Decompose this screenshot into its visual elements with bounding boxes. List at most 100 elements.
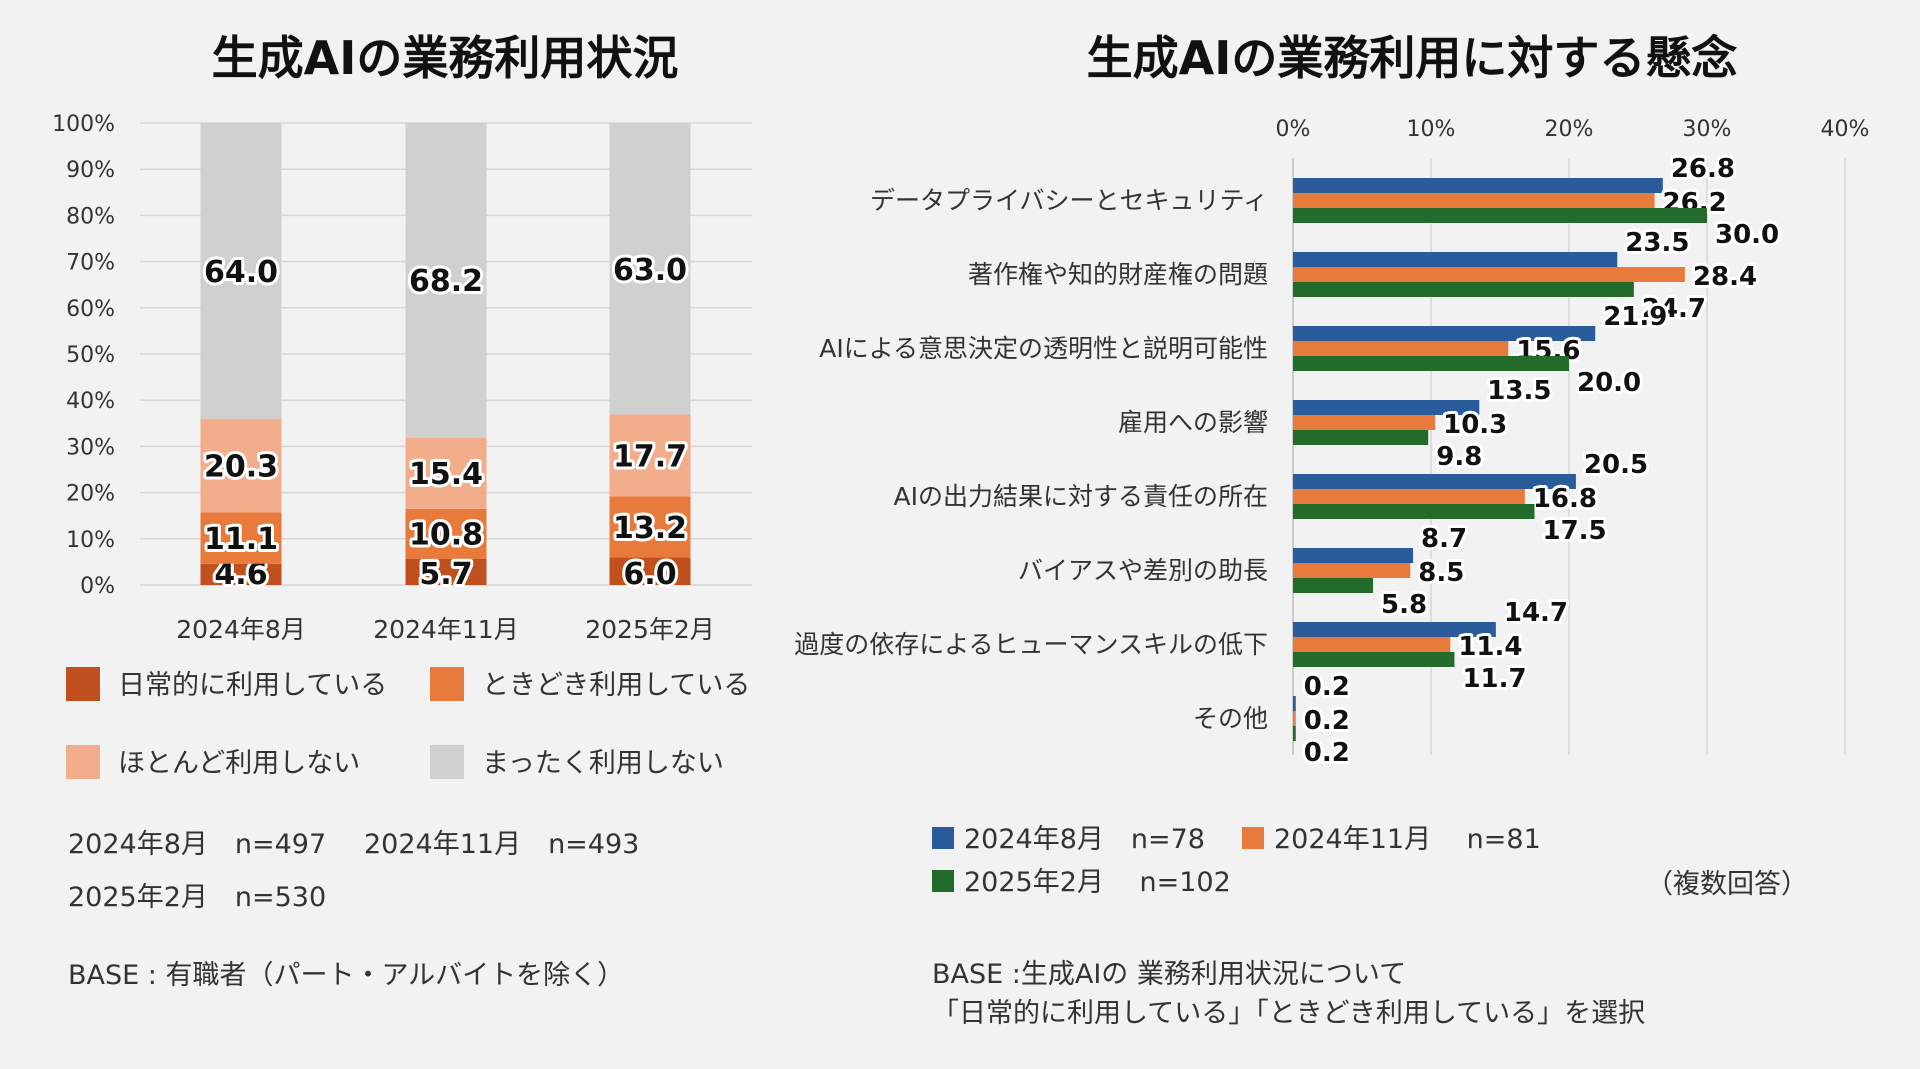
sample-size-note: 2025年2月 n=530 xyxy=(68,882,326,913)
bar xyxy=(1293,726,1296,741)
y-tick-label: 10% xyxy=(66,528,115,553)
stacked-bar-segment xyxy=(609,123,691,415)
legend-label: まったく利用しない xyxy=(482,748,724,779)
data-label: 20.0 xyxy=(1577,368,1641,398)
data-label: 13.5 xyxy=(1487,376,1551,406)
data-label: 20.5 xyxy=(1584,450,1648,480)
data-label: 64.0 xyxy=(204,255,278,290)
x-tick-label: 10% xyxy=(1407,117,1456,142)
legend-swatch xyxy=(66,745,100,779)
stacked-bar-segment xyxy=(405,558,487,585)
bar xyxy=(1293,637,1451,652)
bar xyxy=(1293,341,1509,356)
data-label: 13.2 xyxy=(613,511,687,546)
data-label: 11.4 xyxy=(1458,632,1522,662)
y-tick-label: 20% xyxy=(66,482,115,507)
data-label: 15.4 xyxy=(409,457,483,492)
data-label: 28.4 xyxy=(1693,262,1757,292)
legend-label: 2025年2月 n=102 xyxy=(964,867,1231,898)
x-category-label: 2024年11月 xyxy=(373,615,518,644)
data-label: 0.2 xyxy=(1304,672,1350,702)
bar xyxy=(1293,563,1411,578)
legend-label: 2024年11月 n=81 xyxy=(1274,824,1541,855)
base-note: BASE : 有職者（パート・アルバイトを除く） xyxy=(68,960,624,991)
chart-title-concerns: 生成AIの業務利用に対する懸念 xyxy=(1087,31,1738,85)
data-label: 23.5 xyxy=(1625,228,1689,258)
legend-label: ときどき利用している xyxy=(482,670,750,701)
data-label: 68.2 xyxy=(409,264,483,299)
y-category-label: 過度の依存によるヒューマンスキルの低下 xyxy=(794,630,1268,659)
legend-swatch xyxy=(1242,827,1264,849)
x-category-label: 2024年8月 xyxy=(176,615,306,644)
stacked-bar-segment xyxy=(200,123,282,419)
base-note: 「日常的に利用している」「ときどき利用している」を選択 xyxy=(932,998,1645,1029)
bar xyxy=(1293,474,1576,489)
data-label: 11.1 xyxy=(204,522,278,557)
horizontal-bar-chart: 0% 10% 20% 30% 40%データプライバシーとセキュリティ26.826.230… xyxy=(794,117,1869,1029)
bar xyxy=(1293,326,1596,341)
bar xyxy=(1293,711,1296,726)
data-label: 30.0 xyxy=(1715,220,1779,250)
bar xyxy=(1293,504,1535,519)
data-label: 9.8 xyxy=(1436,442,1482,472)
data-label: 6.0 xyxy=(623,557,676,592)
bar xyxy=(1293,696,1296,711)
y-category-label: AIの出力結果に対する責任の所在 xyxy=(894,482,1268,511)
bar xyxy=(1293,400,1480,415)
stacked-bar-segment xyxy=(405,437,487,509)
stacked-bar-segment xyxy=(200,418,282,513)
data-label: 5.7 xyxy=(419,557,472,592)
sample-size-note: 2024年11月 n=493 xyxy=(364,829,639,860)
y-tick-label: 80% xyxy=(66,204,115,229)
data-label: 24.7 xyxy=(1642,294,1706,324)
stacked-bar-segment xyxy=(405,508,487,559)
bar xyxy=(1293,267,1685,282)
data-label: 17.5 xyxy=(1543,516,1607,546)
y-tick-label: 90% xyxy=(66,158,115,183)
stacked-bar-segment xyxy=(405,122,487,438)
bar xyxy=(1293,489,1525,504)
bar xyxy=(1293,178,1663,193)
data-label: 10.8 xyxy=(409,518,483,553)
legend-label: ほとんど利用しない xyxy=(118,748,360,779)
data-label: 16.8 xyxy=(1533,484,1597,514)
data-label: 63.0 xyxy=(613,253,687,288)
multiple-answer-note: （複数回答） xyxy=(1646,869,1808,900)
data-label: 26.8 xyxy=(1671,154,1735,184)
legend-swatch xyxy=(932,870,954,892)
x-tick-label: 30% xyxy=(1683,117,1732,142)
bar xyxy=(1293,193,1655,208)
legend-label: 2024年8月 n=78 xyxy=(964,824,1205,855)
bar xyxy=(1293,548,1414,563)
y-category-label: 雇用への影響 xyxy=(1118,408,1268,437)
x-tick-label: 40% xyxy=(1821,117,1870,142)
bar xyxy=(1293,252,1618,267)
bar xyxy=(1293,578,1374,593)
stacked-bar-segment xyxy=(609,557,691,585)
y-tick-label: 0% xyxy=(80,574,115,599)
y-category-label: バイアスや差別の助長 xyxy=(1018,556,1268,585)
legend-swatch xyxy=(66,667,100,701)
data-label: 8.5 xyxy=(1418,558,1464,588)
stacked-bar-chart: 0%10%20%30%40%50%60%70%80%90%100%4.611.1… xyxy=(52,112,752,991)
stacked-bar-segment xyxy=(200,512,282,564)
chart-title-usage: 生成AIの業務利用状況 xyxy=(212,31,679,85)
data-label: 0.2 xyxy=(1304,738,1350,768)
y-tick-label: 100% xyxy=(52,112,115,137)
legend-label: 日常的に利用している xyxy=(118,670,387,701)
stacked-bar-segment xyxy=(200,563,282,585)
bar xyxy=(1293,652,1455,667)
bar xyxy=(1293,415,1436,430)
y-tick-label: 50% xyxy=(66,343,115,368)
y-category-label: データプライバシーとセキュリティ xyxy=(870,186,1268,215)
data-label: 8.7 xyxy=(1421,524,1467,554)
data-label: 21.9 xyxy=(1603,302,1667,332)
data-label: 17.7 xyxy=(613,439,687,474)
x-tick-label: 0% xyxy=(1276,117,1311,142)
y-category-label: 著作権や知的財産権の問題 xyxy=(968,260,1268,289)
stacked-bar-segment xyxy=(609,496,691,558)
y-tick-label: 70% xyxy=(66,251,115,276)
base-note: BASE :生成AIの 業務利用状況について xyxy=(932,959,1406,990)
data-label: 20.3 xyxy=(204,450,278,485)
bar xyxy=(1293,430,1429,445)
